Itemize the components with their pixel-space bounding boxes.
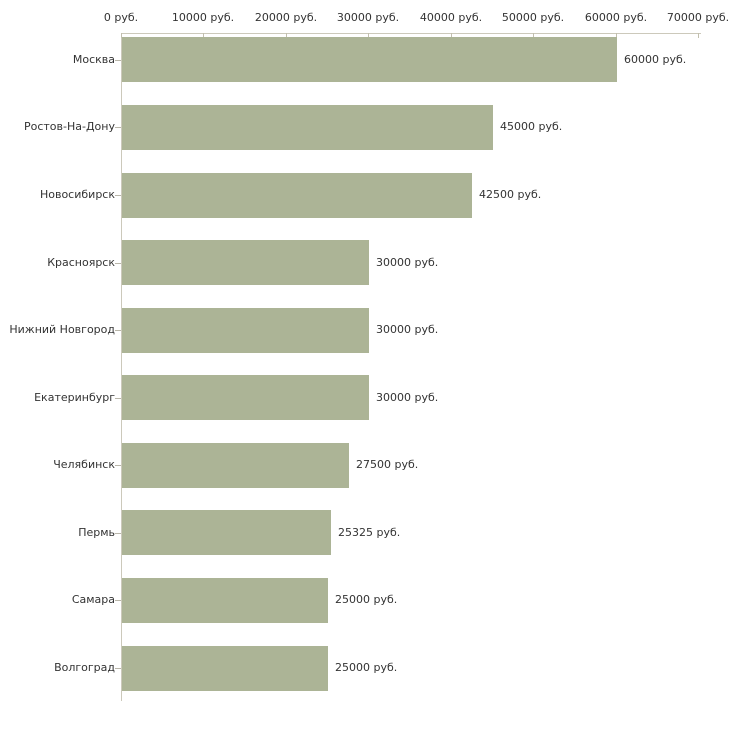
x-axis-tick-label: 70000 руб. (666, 11, 730, 24)
x-axis-tick (616, 33, 617, 38)
value-label: 25325 руб. (338, 526, 401, 539)
x-axis-tick-label: 50000 руб. (501, 11, 565, 24)
category-label: Москва (72, 53, 115, 66)
bar-4 (122, 308, 369, 353)
bar-0 (122, 37, 617, 82)
category-tick (115, 60, 121, 61)
x-axis-tick-label: 20000 руб. (254, 11, 318, 24)
category-label: Волгоград (54, 661, 115, 674)
category-tick (115, 668, 121, 669)
bar-5 (122, 375, 369, 420)
category-tick (115, 533, 121, 534)
value-label: 30000 руб. (376, 323, 439, 336)
value-label: 27500 руб. (356, 458, 419, 471)
category-tick (115, 398, 121, 399)
value-label: 42500 руб. (479, 188, 542, 201)
category-label: Нижний Новгород (9, 323, 115, 336)
value-label: 60000 руб. (624, 53, 687, 66)
x-axis-tick (698, 33, 699, 38)
category-label: Новосибирск (39, 188, 115, 201)
value-label: 30000 руб. (376, 391, 439, 404)
value-label: 25000 руб. (335, 661, 398, 674)
x-axis-tick-label: 30000 руб. (336, 11, 400, 24)
bar-7 (122, 510, 331, 555)
category-tick (115, 195, 121, 196)
bar-1 (122, 105, 493, 150)
category-tick (115, 127, 121, 128)
bar-8 (122, 578, 328, 623)
value-label: 45000 руб. (500, 120, 563, 133)
category-label: Ростов-На-Дону (23, 120, 115, 133)
x-axis-tick (533, 33, 534, 38)
y-axis-line (121, 33, 122, 701)
bar-9 (122, 646, 328, 691)
x-axis-tick-label: 40000 руб. (419, 11, 483, 24)
x-axis-line (121, 33, 701, 34)
bar-6 (122, 443, 349, 488)
category-label: Пермь (78, 526, 115, 539)
category-tick (115, 600, 121, 601)
x-axis-tick-label: 0 руб. (103, 11, 139, 24)
value-label: 30000 руб. (376, 256, 439, 269)
bar-2 (122, 173, 472, 218)
category-tick (115, 465, 121, 466)
x-axis-tick (451, 33, 452, 38)
bar-3 (122, 240, 369, 285)
category-label: Екатеринбург (34, 391, 115, 404)
category-tick (115, 330, 121, 331)
x-axis-tick-label: 10000 руб. (171, 11, 235, 24)
category-tick (115, 263, 121, 264)
value-label: 25000 руб. (335, 593, 398, 606)
x-axis-tick (286, 33, 287, 38)
category-label: Челябинск (53, 458, 115, 471)
category-label: Красноярск (47, 256, 115, 269)
category-label: Самара (71, 593, 115, 606)
x-axis-tick (203, 33, 204, 38)
x-axis-tick (121, 33, 122, 38)
x-axis-tick (368, 33, 369, 38)
x-axis-tick-label: 60000 руб. (584, 11, 648, 24)
